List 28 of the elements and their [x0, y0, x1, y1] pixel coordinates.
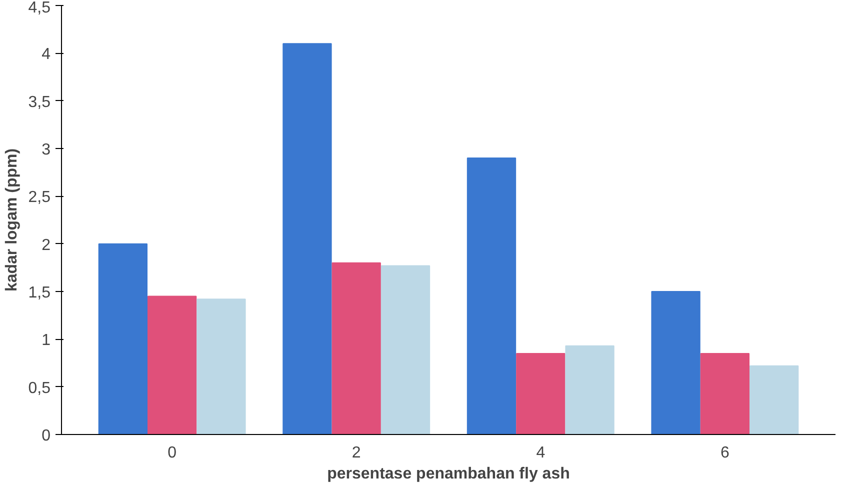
- bar: [749, 365, 799, 434]
- y-tick-label: 2: [42, 236, 51, 254]
- bar: [380, 265, 430, 434]
- x-tick-label: 0: [168, 444, 177, 462]
- y-tick-label: 4: [42, 46, 51, 64]
- bar: [196, 298, 246, 434]
- bar: [651, 291, 700, 434]
- bar: [466, 158, 516, 434]
- x-tick-label: 6: [720, 444, 730, 462]
- y-tick-label: 4,5: [28, 0, 51, 16]
- bar: [700, 352, 750, 434]
- y-tick-label: 0,5: [28, 380, 51, 397]
- bar: [516, 352, 566, 434]
- x-axis-title: persentase penambahan fly ash: [327, 466, 570, 482]
- y-tick-label: 0: [42, 428, 51, 444]
- y-tick-label: 1,5: [28, 284, 51, 302]
- bar: [282, 43, 332, 434]
- bar: [565, 345, 614, 434]
- y-tick-label: 3,5: [28, 94, 51, 111]
- x-tick-label: 4: [536, 444, 546, 462]
- x-tick-label: 2: [352, 444, 361, 462]
- bar: [147, 296, 197, 434]
- bar: [98, 243, 148, 434]
- bar: [332, 262, 381, 434]
- y-tick-label: 1: [42, 332, 51, 350]
- y-tick-label: 3: [42, 142, 51, 158]
- y-axis-title: kadar logam (ppm): [3, 148, 20, 292]
- y-tick-label: 2,5: [28, 189, 51, 206]
